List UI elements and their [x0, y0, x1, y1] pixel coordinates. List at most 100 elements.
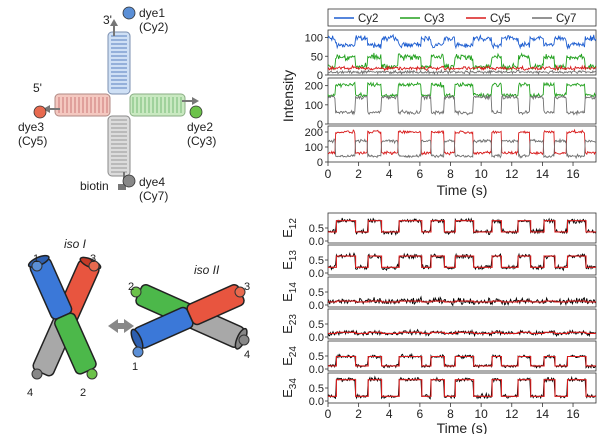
arm-bottom: [107, 115, 131, 177]
y-tick-label: 0.5: [309, 351, 324, 363]
y-tick-label: 0.0: [309, 364, 324, 376]
dye2-label: dye2: [187, 120, 213, 134]
junction-schematic: 3' 5' biotin dye1 (Cy2) dye2 (Cy3) dye3 …: [18, 6, 216, 203]
y-tick-label: 0.5: [309, 319, 324, 331]
fret-fit: [328, 300, 596, 303]
x-tick-label: 0: [325, 167, 332, 181]
intensity-y-axis-label: Intensity: [280, 70, 296, 122]
trace-cy7: [327, 93, 597, 117]
iso2-end-2: 2: [128, 281, 134, 293]
iso2-label: iso II: [194, 263, 220, 277]
fret-x-axis-label: Time (s): [437, 420, 488, 434]
x-tick-label: 14: [536, 407, 550, 421]
x-tick-label: 14: [536, 167, 550, 181]
x-tick-label: 16: [566, 167, 580, 181]
dye2-fluor: (Cy3): [187, 134, 216, 148]
y-tick-label: 0: [317, 70, 323, 82]
x-tick-label: 8: [447, 167, 454, 181]
y-tick-label: 0: [317, 119, 323, 131]
x-tick-label: 12: [505, 407, 519, 421]
y-tick-label: 0: [317, 157, 323, 169]
dye1-fluor: (Cy2): [139, 20, 168, 34]
dye3-fluor: (Cy5): [18, 134, 47, 148]
x-tick-label: 0: [325, 407, 332, 421]
iso2-cylinder-blue-red: [130, 284, 245, 351]
trace-cy3: [327, 52, 597, 72]
iso2-end-1: 1: [132, 361, 138, 373]
fret-fit: [328, 220, 596, 233]
y-tick-label: 0.0: [309, 396, 324, 408]
arm-top: [107, 31, 131, 95]
legend-label-cy5: Cy5: [490, 13, 510, 25]
dye3-label: dye3: [18, 120, 44, 134]
legend-label-cy7: Cy7: [556, 13, 576, 25]
y-tick-label: 50: [311, 51, 323, 63]
iso1-end-3: 3: [90, 253, 96, 265]
y-tick-label: 200: [305, 127, 323, 139]
fret-label-e12: E12: [280, 218, 299, 238]
fret-panel-e12: 0.00.5 E12: [280, 212, 597, 248]
dye4-fluor: (Cy7): [139, 189, 168, 203]
equilibrium-arrow-icon: [108, 319, 134, 333]
iso2-dye2: [130, 286, 142, 298]
y-tick-label: 0.0: [309, 236, 324, 248]
trace-cy7: [327, 137, 597, 160]
trace-cy7: [327, 68, 597, 76]
iso1-dye2: [86, 368, 98, 380]
x-tick-label: 6: [417, 167, 424, 181]
fret-panel-e24: 0.00.5 E24: [280, 340, 597, 376]
isomer-diagram: iso I iso II 1 3 4 2: [27, 237, 250, 399]
x-tick-label: 4: [386, 407, 393, 421]
iso1-end-1: 1: [33, 253, 39, 265]
intensity-panel-2: 0 100 200: [305, 77, 597, 131]
fret-panel-e23: 0.00.5 E23: [280, 308, 597, 344]
iso2-end-4: 4: [244, 349, 250, 361]
label-5prime: 5': [33, 81, 42, 95]
fret-label-e23: E23: [280, 314, 299, 334]
iso2-end-3: 3: [244, 281, 250, 293]
dye4-marker: [122, 174, 136, 188]
iso1-dye4: [31, 368, 43, 380]
intensity-panel-3: 0 100 200: [305, 125, 597, 169]
fret-label-e34: E34: [280, 378, 299, 398]
fret-fit: [328, 255, 596, 268]
iso1-end-4: 4: [27, 387, 33, 399]
fret-fit: [328, 331, 596, 334]
intensity-x-axis-label: Time (s): [437, 182, 488, 198]
legend-label-cy2: Cy2: [358, 13, 378, 25]
x-tick-label: 2: [355, 407, 362, 421]
trace-cy5: [327, 64, 597, 72]
dye4-label: dye4: [139, 175, 165, 189]
fret-chart: 0.00.5E120.00.5E130.00.5E140.00.5E230.00…: [280, 212, 597, 434]
y-tick-label: 100: [305, 33, 323, 45]
x-tick-label: 12: [505, 167, 519, 181]
dye2-marker: [189, 105, 203, 119]
fret-panel-e14: 0.00.5 E14: [280, 276, 597, 312]
fret-panel-e13: 0.00.5 E13: [280, 244, 597, 280]
y-tick-label: 0.0: [309, 332, 324, 344]
x-tick-label: 4: [386, 167, 393, 181]
dye1-label: dye1: [139, 6, 165, 20]
dye1-marker: [122, 6, 136, 20]
iso1-dye1: [31, 260, 43, 272]
y-tick-label: 100: [305, 100, 323, 112]
y-tick-label: 0.5: [309, 287, 324, 299]
iso2-dye3: [234, 286, 246, 298]
fret-panel-e34: 0.00.5 E34: [280, 372, 597, 408]
x-tick-label: 2: [355, 167, 362, 181]
y-tick-label: 200: [305, 81, 323, 93]
fret-label-e24: E24: [280, 346, 299, 366]
y-tick-label: 0.5: [309, 255, 324, 267]
label-3prime: 3': [103, 13, 112, 27]
y-tick-label: 0.5: [309, 223, 324, 235]
intensity-legend: Cy2 Cy3 Cy5 Cy7: [327, 8, 597, 27]
trace-cy2: [327, 33, 597, 50]
fret-label-e13: E13: [280, 250, 299, 270]
x-tick-label: 10: [474, 407, 488, 421]
fret-trace: [327, 328, 597, 338]
intensity-panel-1: 0 50 100: [305, 29, 597, 82]
label-biotin: biotin: [80, 179, 109, 193]
y-tick-label: 0.0: [309, 300, 324, 312]
